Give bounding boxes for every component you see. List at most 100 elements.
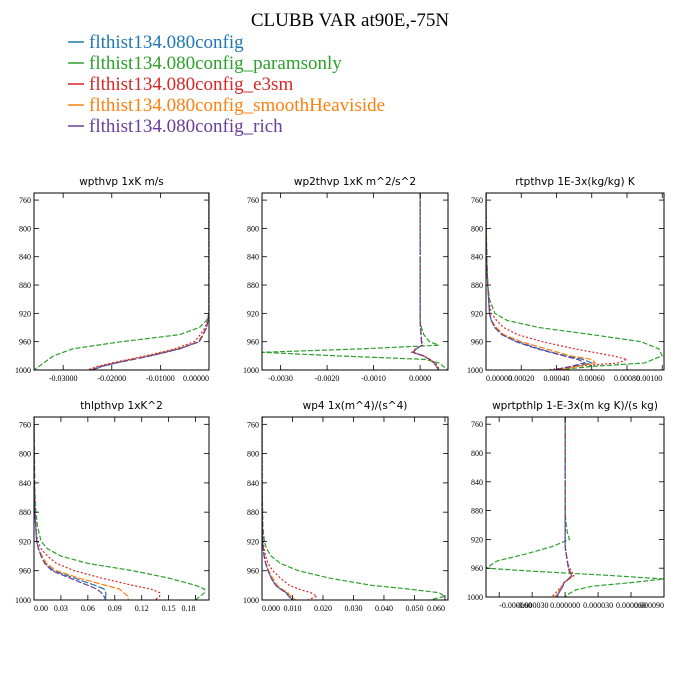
x-tick-label: 0.00100 [636,374,662,383]
x-tick-label: 0.0000 [409,374,431,383]
y-tick-label: 760 [19,196,31,205]
y-tick-label: 800 [19,224,31,233]
x-tick-label: -0.0020 [315,374,340,383]
y-tick-label: 1000 [467,366,483,375]
y-tick-label: 960 [247,338,259,347]
x-tick-label: -0.01000 [146,374,175,383]
x-tick-label: 0.00020 [508,374,534,383]
x-tick-label: 0.050 [405,604,423,613]
series-group [486,417,664,597]
y-tick-label: 920 [471,309,483,318]
x-tick-label: 0.010 [283,604,301,613]
panel-6: wprtpthlp 1-E-3x(m kg K)/(s kg) 760 800 840… [467,400,665,610]
y-tick-label: 840 [19,479,31,488]
x-tick-label: -0.03000 [49,374,78,383]
y-tick-label: 920 [471,535,483,544]
series-line-2 [34,417,206,600]
y-tick-label: 760 [19,420,31,429]
plot-frame [261,416,449,601]
x-tick-label: 0.030 [344,604,362,613]
x-tick-label: -0.0010 [361,374,386,383]
panel-title: wprtpthlp 1-E-3x(m kg K)/(s kg) [492,400,658,412]
y-tick-label: 1000 [467,593,483,602]
legend-label: flthist134.080config_rich [89,116,283,137]
x-tick-label: 0.00080 [614,374,640,383]
y-tick-label: 880 [471,281,483,290]
y-tick-label: 960 [19,338,31,347]
y-tick-label: 840 [247,253,259,262]
x-tick-label: 0.00 [34,604,48,613]
series-line-4 [262,417,296,600]
series-line-5 [262,417,293,600]
y-tick-label: 960 [471,338,483,347]
panel-3: rtpthvp 1E-3x(kg/kg) K 760 800 840 880 920 960… [467,176,665,383]
series-line-5 [91,193,209,370]
series-line-1 [486,193,594,370]
series-line-5 [34,417,107,600]
x-tick-label: 0.15 [162,604,176,613]
x-tick-label: 0.00040 [543,374,569,383]
series-line-3 [551,417,575,597]
y-tick-label: 840 [19,253,31,262]
y-tick-label: 1000 [15,596,31,605]
y-tick-label: 840 [471,478,483,487]
plot-frame [33,192,210,371]
y-tick-label: 880 [247,508,259,517]
y-tick-label: 1000 [243,596,259,605]
y-tick-label: 800 [247,450,259,459]
x-tick-label: -0.02000 [97,374,126,383]
series-line-4 [554,417,574,597]
x-tick-label: 0.09 [108,604,122,613]
y-tick-label: 840 [471,253,483,262]
plot-frame [485,416,665,598]
y-tick-label: 880 [19,281,31,290]
legend-entry: flthist134.080config_e3sm [68,74,293,95]
x-tick-label: 0.03 [54,604,68,613]
panel-title: thlpthvp 1xK^2 [80,400,163,412]
plot-frame [33,416,210,601]
legend-label: flthist134.080config [89,32,244,53]
series-line-1 [34,417,107,600]
x-tick-label: 0.060 [427,604,445,613]
y-tick-label: 880 [471,507,483,516]
x-tick-label: -0.000060 [499,601,532,610]
series-line-5 [486,193,587,370]
plot-frame [485,192,665,371]
x-tick-label: 0.000060 [616,601,646,610]
y-tick-label: 800 [471,449,483,458]
x-tick-label: 0.12 [135,604,149,613]
y-tick-label: 800 [471,224,483,233]
y-tick-label: 920 [19,309,31,318]
x-tick-label: 0.040 [375,604,393,613]
y-tick-label: 920 [247,537,259,546]
figure-title: CLUBB VAR at90E,-75N [251,10,450,31]
series-line-2 [486,417,664,597]
y-tick-label: 760 [471,420,483,429]
x-tick-label: 0.00000 [486,374,512,383]
legend-entry: flthist134.080config_paramsonly [68,53,342,74]
x-tick-label: 0.00060 [579,374,605,383]
legend-label: flthist134.080config_smoothHeaviside [89,95,385,116]
y-tick-label: 920 [247,309,259,318]
x-tick-label: 0.00000 [183,374,209,383]
series-line-4 [486,193,597,370]
x-tick-label: -0.0030 [268,374,293,383]
y-tick-label: 760 [471,196,483,205]
legend-entry: flthist134.080config_smoothHeaviside [68,95,385,116]
x-tick-label: 0.000000 [550,601,580,610]
series-line-5 [412,193,440,370]
series-group [34,417,206,600]
y-tick-label: 960 [471,564,483,573]
y-tick-label: 920 [19,537,31,546]
x-tick-label: 0.020 [314,604,332,613]
series-group [262,417,447,600]
x-tick-label: 0.000030 [583,601,613,610]
y-tick-label: 840 [247,479,259,488]
legend: flthist134.080configflthist134.080config… [68,32,385,137]
x-tick-label: 0.06 [81,604,95,613]
series-line-1 [92,193,209,370]
series-line-2 [34,193,209,370]
y-tick-label: 760 [247,196,259,205]
y-tick-label: 1000 [243,366,259,375]
